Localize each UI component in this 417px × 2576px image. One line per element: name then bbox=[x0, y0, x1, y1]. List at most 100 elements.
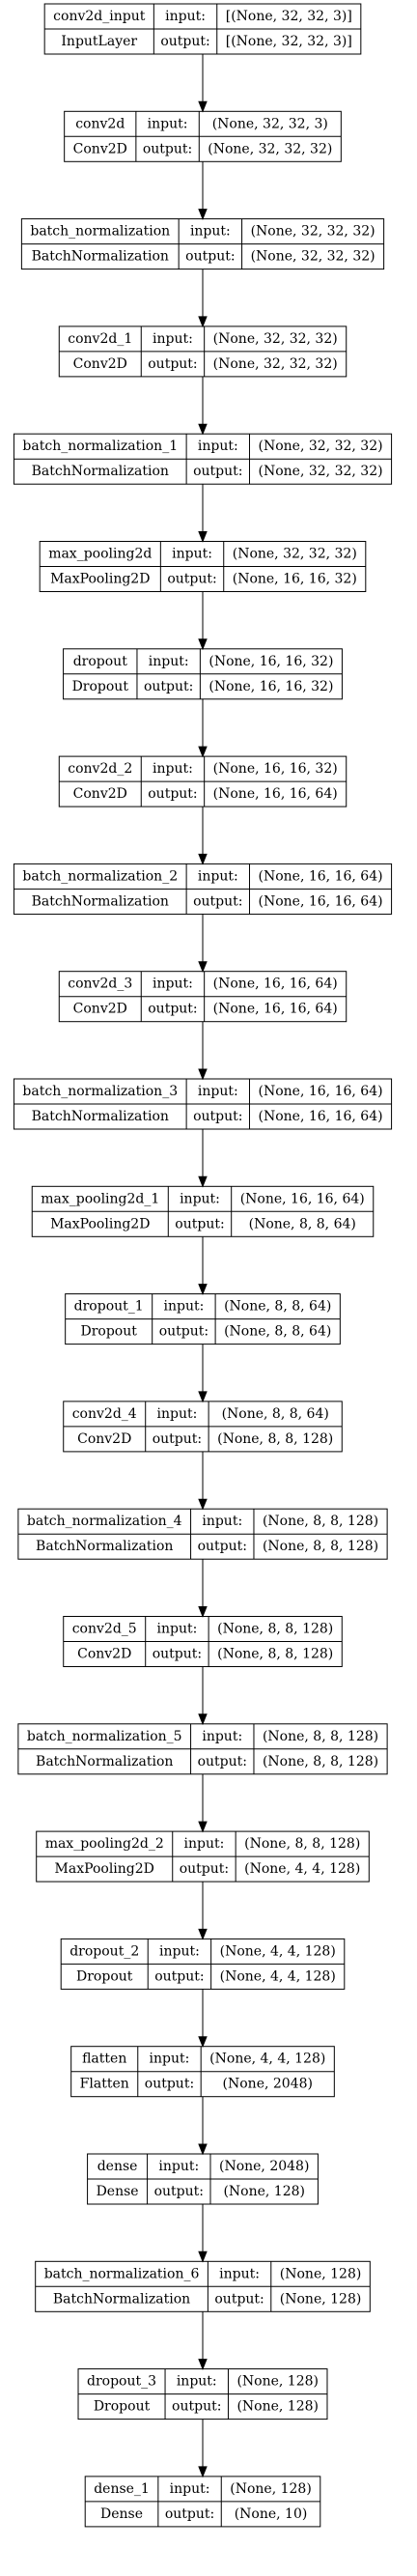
layer-name: max_pooling2d_1 bbox=[41, 1191, 159, 1206]
input-label: input: bbox=[165, 9, 206, 24]
output-label: output: bbox=[148, 356, 197, 372]
edge-arrow bbox=[198, 2204, 208, 2263]
layer-name: max_pooling2d bbox=[48, 547, 152, 562]
layer-type: BatchNormalization bbox=[36, 1754, 173, 1769]
layer-node: conv2d Conv2D input: output: (None, 32, 32, … bbox=[64, 110, 342, 162]
input-label: input: bbox=[198, 1084, 238, 1099]
arrowhead bbox=[198, 1713, 208, 1726]
edge-arrow bbox=[198, 698, 208, 758]
layer-node: dropout_1 Dropout input: output: (None, 8, 8… bbox=[65, 1293, 341, 1345]
layer-node: batch_normalization_6 BatchNormalization i… bbox=[35, 2260, 371, 2312]
output-label: output: bbox=[214, 2291, 264, 2307]
arrowhead bbox=[198, 1928, 208, 1940]
input-label: input: bbox=[198, 439, 238, 454]
input-shape: (None, 2048) bbox=[219, 2159, 309, 2174]
layer-name: conv2d bbox=[75, 116, 125, 131]
layer-node: conv2d_5 Conv2D input: output: (None, 8, 8, … bbox=[63, 1616, 343, 1667]
layer-node: max_pooling2d_2 MaxPooling2D input: output:… bbox=[36, 1830, 370, 1882]
layer-type: InputLayer bbox=[61, 34, 137, 49]
input-label: input: bbox=[163, 1299, 204, 1315]
layer-name: batch_normalization_3 bbox=[22, 1084, 178, 1099]
input-label: input: bbox=[157, 1406, 198, 1422]
input-shape: (None, 32, 32, 32) bbox=[233, 547, 357, 562]
output-label: output: bbox=[148, 786, 197, 802]
layer-node: dense_1 Dense input: output: (None, 128) (Non… bbox=[84, 2476, 321, 2528]
layer-node: dense Dense input: output: (None, 2048) (None… bbox=[87, 2153, 319, 2205]
edge-arrow bbox=[198, 1129, 208, 1188]
layer-name: dropout_2 bbox=[70, 1943, 139, 1959]
input-label: input: bbox=[198, 868, 238, 884]
layer-type: Conv2D bbox=[73, 786, 127, 802]
output-label: output: bbox=[175, 1216, 224, 1231]
layer-node: batch_normalization_1 BatchNormalization i… bbox=[13, 433, 393, 485]
input-label: input: bbox=[159, 1943, 200, 1959]
output-label: output: bbox=[154, 2184, 204, 2199]
input-label: input: bbox=[157, 1622, 198, 1637]
layer-name: dense_1 bbox=[94, 2481, 150, 2497]
edge-arrow bbox=[198, 1559, 208, 1618]
output-shape: (None, 16, 16, 64) bbox=[259, 893, 383, 909]
layer-type: Dense bbox=[100, 2506, 143, 2522]
output-label: output: bbox=[148, 1002, 197, 1017]
edge-arrow bbox=[198, 807, 208, 865]
arrowhead bbox=[198, 1821, 208, 1833]
layer-name: flatten bbox=[82, 2052, 126, 2067]
edge-arrow bbox=[198, 1236, 208, 1295]
layer-type: Dropout bbox=[80, 1324, 137, 1340]
layer-type: BatchNormalization bbox=[32, 893, 169, 909]
input-shape: (None, 128) bbox=[236, 2374, 319, 2390]
arrowhead bbox=[198, 100, 208, 113]
arrowhead bbox=[198, 638, 208, 651]
layer-type: Conv2D bbox=[77, 1431, 131, 1447]
layer-name: conv2d_input bbox=[53, 9, 146, 24]
input-shape: (None, 32, 32, 3) bbox=[212, 116, 328, 131]
layer-type: Dense bbox=[97, 2184, 139, 2199]
layer-name: batch_normalization_5 bbox=[27, 1729, 182, 1744]
arrowhead bbox=[198, 2359, 208, 2370]
output-label: output: bbox=[193, 893, 242, 909]
output-shape: (None, 8, 8, 128) bbox=[263, 1754, 378, 1769]
layer-name: conv2d_5 bbox=[72, 1622, 137, 1637]
output-label: output: bbox=[145, 2077, 194, 2092]
edge-arrow bbox=[198, 591, 208, 651]
layer-node: dropout Dropout input: output: (None, 16, 16… bbox=[63, 648, 343, 700]
input-label: input: bbox=[177, 2374, 217, 2390]
layer-node: dropout_2 Dropout input: output: (None, 4, 4… bbox=[60, 1938, 346, 1990]
input-label: input: bbox=[202, 1514, 242, 1529]
input-label: input: bbox=[149, 654, 189, 669]
edge-arrow bbox=[198, 1989, 208, 2049]
output-label: output: bbox=[159, 1324, 208, 1340]
output-shape: (None, 16, 16, 64) bbox=[213, 1002, 338, 1017]
arrowhead bbox=[198, 1498, 208, 1511]
layer-type: BatchNormalization bbox=[53, 2291, 190, 2307]
output-label: output: bbox=[165, 2506, 214, 2522]
layer-node: max_pooling2d_1 MaxPooling2D input: output:… bbox=[31, 1185, 375, 1237]
layer-node: batch_normalization BatchNormalization inp… bbox=[20, 218, 385, 270]
edge-arrow bbox=[198, 1666, 208, 1726]
layer-node: max_pooling2d MaxPooling2D input: output: (N… bbox=[39, 541, 367, 592]
input-label: input: bbox=[153, 761, 193, 777]
input-shape: (None, 8, 8, 64) bbox=[222, 1406, 329, 1422]
layer-name: batch_normalization_1 bbox=[22, 439, 178, 454]
output-shape: (None, 32, 32, 32) bbox=[213, 356, 338, 372]
layer-name: max_pooling2d_2 bbox=[45, 1836, 164, 1852]
layer-name: conv2d_1 bbox=[68, 331, 132, 347]
layer-name: batch_normalization_6 bbox=[44, 2266, 200, 2281]
output-label: output: bbox=[193, 464, 242, 479]
input-label: input: bbox=[184, 1836, 225, 1852]
layer-node: batch_normalization_3 BatchNormalization i… bbox=[13, 1078, 393, 1130]
layer-node: batch_normalization_2 BatchNormalization i… bbox=[13, 863, 393, 915]
output-label: output: bbox=[153, 1647, 202, 1662]
layer-type: Dropout bbox=[72, 679, 129, 694]
output-shape: (None, 32, 32, 32) bbox=[251, 249, 375, 265]
edge-arrow bbox=[198, 914, 208, 974]
layer-type: MaxPooling2D bbox=[55, 1861, 154, 1877]
layer-type: MaxPooling2D bbox=[50, 1216, 150, 1231]
layer-type: Conv2D bbox=[73, 356, 127, 372]
arrowhead bbox=[198, 1606, 208, 1618]
edge-arrow bbox=[198, 1882, 208, 1940]
arrowhead bbox=[198, 2143, 208, 2156]
output-shape: (None, 32, 32, 32) bbox=[259, 464, 383, 479]
input-shape: (None, 8, 8, 128) bbox=[263, 1729, 378, 1744]
